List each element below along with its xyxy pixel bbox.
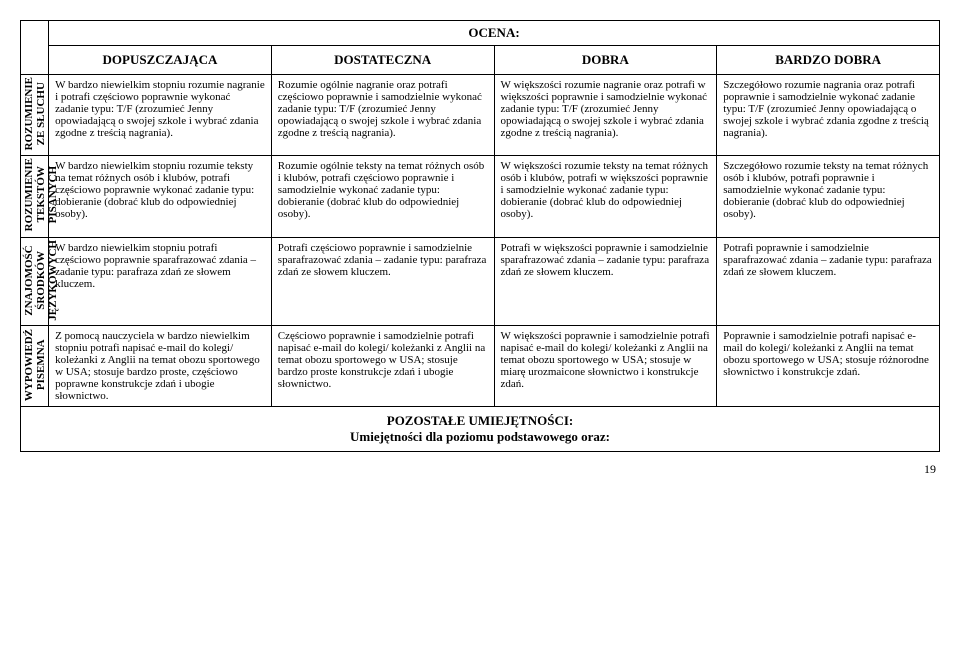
table-row: ZNAJOMOŚĆ ŚRODKÓW JĘZYKOWYCH W bardzo ni… [21, 237, 940, 326]
cell: Poprawnie i samodzielnie potrafi napisać… [717, 326, 940, 407]
row-label-listening: ROZUMIENIE ZE SŁUCHU [21, 75, 49, 156]
cell: Z pomocą nauczyciela w bardzo niewielkim… [49, 326, 272, 407]
table-row: ROZUMIENIE TEKSTÓW PISANYCH W bardzo nie… [21, 156, 940, 237]
col-header-2: DOSTATECZNA [271, 46, 494, 75]
cell: Potrafi częściowo poprawnie i samodzieln… [271, 237, 494, 326]
cell: W większości rozumie teksty na temat róż… [494, 156, 717, 237]
cell: Rozumie ogólnie nagranie oraz potrafi cz… [271, 75, 494, 156]
table-row: WYPOWIEDŹ PISEMNA Z pomocą nauczyciela w… [21, 326, 940, 407]
col-header-1: DOPUSZCZAJĄCA [49, 46, 272, 75]
row-label-writing: WYPOWIEDŹ PISEMNA [21, 326, 49, 407]
cell: Potrafi w większości poprawnie i samodzi… [494, 237, 717, 326]
assessment-table: OCENA: DOPUSZCZAJĄCA DOSTATECZNA DOBRA B… [20, 20, 940, 452]
footer-line2: Umiejętności dla poziomu podstawowego or… [350, 429, 610, 444]
col-header-3: DOBRA [494, 46, 717, 75]
cell: Szczegółowo rozumie teksty na temat różn… [717, 156, 940, 237]
cell: Rozumie ogólnie teksty na temat różnych … [271, 156, 494, 237]
row-label-language: ZNAJOMOŚĆ ŚRODKÓW JĘZYKOWYCH [21, 237, 49, 326]
table-row: ROZUMIENIE ZE SŁUCHU W bardzo niewielkim… [21, 75, 940, 156]
footer-line1: POZOSTAŁE UMIEJĘTNOŚCI: [387, 413, 574, 428]
row-label-reading: ROZUMIENIE TEKSTÓW PISANYCH [21, 156, 49, 237]
cell: Częściowo poprawnie i samodzielnie potra… [271, 326, 494, 407]
cell: W większości rozumie nagranie oraz potra… [494, 75, 717, 156]
cell: W bardzo niewielkim stopniu potrafi częś… [49, 237, 272, 326]
col-header-4: BARDZO DOBRA [717, 46, 940, 75]
cell: W większości poprawnie i samodzielnie po… [494, 326, 717, 407]
page-number: 19 [20, 462, 940, 477]
cell: W bardzo niewielkim stopniu rozumie teks… [49, 156, 272, 237]
ocena-header: OCENA: [49, 21, 940, 46]
footer-cell: POZOSTAŁE UMIEJĘTNOŚCI: Umiejętności dla… [21, 407, 940, 452]
cell: Potrafi poprawnie i samodzielnie sparafr… [717, 237, 940, 326]
cell: Szczegółowo rozumie nagrania oraz potraf… [717, 75, 940, 156]
cell: W bardzo niewielkim stopniu rozumie nagr… [49, 75, 272, 156]
